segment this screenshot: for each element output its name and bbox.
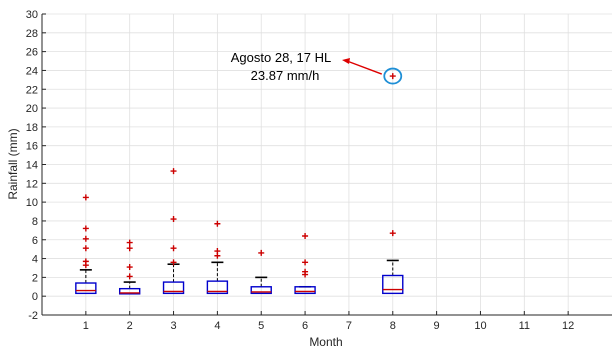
box-iqr: [382, 274, 404, 295]
box-iqr: [75, 282, 97, 295]
x-axis-label: Month: [309, 335, 342, 349]
x-tick-label: 7: [346, 320, 352, 332]
y-tick-label: 2: [32, 272, 38, 284]
box-month-5: [250, 249, 272, 295]
outlier-point: [214, 220, 221, 227]
y-tick-label: 28: [26, 28, 38, 40]
outlier-point: [258, 249, 265, 256]
box-month-2: [118, 239, 141, 295]
box-iqr: [206, 280, 229, 295]
outlier-point: [170, 245, 177, 252]
highlight-circle: [383, 67, 403, 85]
y-tick-label: 18: [26, 122, 38, 134]
outlier-point: [82, 225, 89, 232]
x-tick-label: 11: [519, 320, 530, 332]
y-tick-label: -2: [28, 310, 38, 322]
box-month-4: [206, 220, 229, 295]
annotation-line1: Agosto 28, 17 HL: [231, 50, 331, 65]
y-tick-label: 10: [26, 197, 38, 209]
x-tick-label: 4: [214, 320, 220, 332]
outlier-point: [302, 259, 309, 266]
outlier-point: [82, 245, 89, 252]
box-month-1: [75, 194, 97, 295]
x-tick-label: 12: [562, 320, 574, 332]
outlier-point: [170, 216, 177, 223]
box-month-6: [294, 232, 316, 295]
boxes: [75, 73, 404, 295]
x-tick-label: 5: [258, 320, 264, 332]
box-month-8: [382, 73, 404, 295]
annotation: Agosto 28, 17 HL 23.87 mm/h: [231, 50, 403, 85]
y-tick-label: 16: [26, 141, 38, 153]
outlier-point: [126, 245, 133, 252]
outlier-point: [170, 168, 177, 175]
y-tick-label: 4: [32, 254, 38, 266]
x-tick-label: 10: [474, 320, 486, 332]
outlier-point: [82, 258, 89, 265]
box-iqr: [294, 286, 316, 295]
box-iqr: [250, 286, 272, 295]
outlier-point: [170, 259, 177, 266]
outlier-point: [82, 235, 89, 242]
y-tick-label: 0: [32, 291, 38, 303]
y-tick-label: 24: [26, 65, 38, 77]
x-tick-label: 8: [390, 320, 396, 332]
y-tick-label: 30: [26, 9, 38, 21]
y-tick-label: 6: [32, 235, 38, 247]
x-tick-label: 3: [170, 320, 176, 332]
x-tick-label: 9: [434, 320, 440, 332]
box-month-3: [162, 168, 185, 295]
y-tick-label: 8: [32, 216, 38, 228]
outlier-point: [126, 239, 133, 246]
outlier-point: [389, 230, 396, 237]
x-tick-label: 6: [302, 320, 308, 332]
box-iqr: [118, 287, 141, 295]
y-tick-label: 26: [26, 47, 38, 59]
x-tick-label: 1: [83, 320, 89, 332]
x-tick-label: 2: [127, 320, 133, 332]
outlier-point: [302, 268, 309, 275]
outlier-point: [214, 248, 221, 255]
y-tick-label: 22: [26, 84, 38, 96]
y-axis-label: Rainfall (mm): [6, 128, 20, 199]
outlier-point: [126, 264, 133, 271]
outlier-point: [389, 73, 396, 80]
outlier-point: [82, 194, 89, 201]
annotation-line2: 23.87 mm/h: [251, 68, 320, 83]
annotation-arrow-head: [342, 58, 350, 64]
y-tick-label: 12: [26, 178, 38, 190]
outlier-point: [126, 273, 133, 280]
outlier-point: [302, 232, 309, 239]
y-tick-label: 14: [26, 160, 38, 172]
annotation-arrow-line: [346, 60, 383, 75]
box-iqr: [162, 281, 185, 295]
y-tick-label: 20: [26, 103, 38, 115]
